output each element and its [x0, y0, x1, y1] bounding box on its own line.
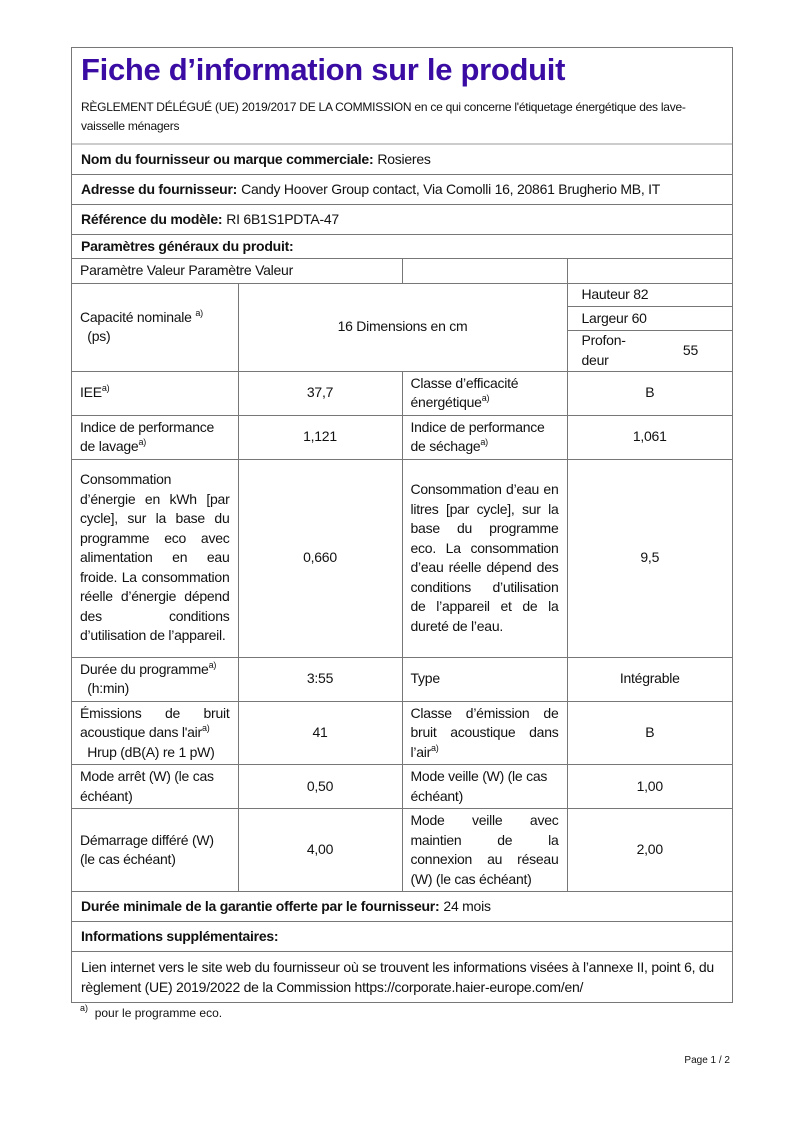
dimensions-cell: Hauteur 82 Largeur 60 Profon-deur 55	[566, 282, 732, 372]
additional-info-heading: Informations supplémentaires:	[81, 928, 279, 944]
address-value: Candy Hoover Group contact, Via Comolli …	[241, 181, 661, 197]
param-value: 16 Dimensions en cm	[237, 282, 568, 372]
param-value: 0,660	[237, 458, 403, 658]
param-value: 1,061	[566, 414, 732, 460]
table-row: Démarrage différé (W) (le cas échéant) 4…	[72, 808, 732, 892]
width-value: Largeur 60	[567, 306, 732, 331]
param-value: 41	[237, 700, 403, 765]
param-value: Intégrable	[566, 656, 732, 702]
param-value: 1,00	[566, 764, 732, 809]
table-row: Durée du programmea) (h:min) 3:55 Type I…	[72, 656, 732, 702]
param-value: 1,121	[237, 414, 403, 460]
general-params-row: Paramètres généraux du produit:	[72, 235, 732, 259]
table-row: Indice de performance de lavagea) 1,121 …	[72, 414, 732, 460]
param-value: 2,00	[566, 808, 732, 892]
param-label: Type	[401, 656, 568, 702]
param-value: 4,00	[237, 808, 403, 892]
footnote-mark: a)	[80, 1003, 89, 1013]
parameters-table: Paramètre Valeur Paramètre Valeur Capaci…	[72, 259, 732, 892]
warranty-row: Durée minimale de la garantie offerte pa…	[72, 892, 732, 922]
param-label: Émissions de bruit acoustique dans l'air…	[72, 700, 239, 765]
address-row: Adresse du fournisseur: Candy Hoover Grou…	[72, 175, 732, 205]
footnote: a) pour le programme eco.	[80, 1003, 802, 1021]
table-header: Paramètre Valeur Paramètre Valeur	[72, 259, 403, 284]
footnote-text: pour le programme eco.	[94, 1006, 223, 1020]
regulation-text: RÈGLEMENT DÉLÉGUÉ (UE) 2019/2017 DE LA C…	[72, 94, 732, 145]
param-label: Classe d’efficacité énergétiquea)	[401, 370, 568, 416]
param-value: 0,50	[237, 764, 403, 809]
model-value: RI 6B1S1PDTA-47	[226, 211, 339, 227]
param-label: Durée du programmea) (h:min)	[72, 656, 239, 702]
table-row: Consommation d’énergie en kWh [par cycle…	[72, 458, 732, 658]
param-value: B	[566, 700, 732, 765]
table-row: Capacité nominale a) (ps) 16 Dimensions …	[72, 282, 732, 372]
supplier-label: Nom du fournisseur ou marque commerciale…	[81, 151, 374, 167]
param-label: Consommation d’eau en litres [par cycle]…	[401, 458, 568, 658]
param-value: B	[566, 370, 732, 416]
param-label: Capacité nominale a) (ps)	[72, 282, 239, 372]
param-value: 37,7	[237, 370, 403, 416]
table-header-row: Paramètre Valeur Paramètre Valeur	[72, 259, 732, 284]
supplier-value: Rosieres	[377, 151, 431, 167]
param-label: Démarrage différé (W) (le cas échéant)	[72, 808, 239, 892]
param-label: Indice de performance de séchagea)	[401, 414, 568, 460]
warranty-value: 24 mois	[443, 898, 491, 914]
param-label: Consommation d’énergie en kWh [par cycle…	[72, 458, 239, 658]
address-label: Adresse du fournisseur:	[81, 181, 238, 197]
supplier-link-row: Lien internet vers le site web du fourni…	[72, 952, 732, 1003]
table-row: Mode arrêt (W) (le cas échéant) 0,50 Mod…	[72, 764, 732, 809]
model-row: Référence du modèle: RI 6B1S1PDTA-47	[72, 205, 732, 235]
param-label: Classe d’émission de bruit acoustique da…	[401, 700, 568, 765]
model-label: Référence du modèle:	[81, 211, 223, 227]
param-label: Mode veille (W) (le cas échéant)	[401, 764, 568, 809]
table-row: Émissions de bruit acoustique dans l'air…	[72, 700, 732, 765]
param-label: Mode veille avec maintien de la connexio…	[401, 808, 568, 892]
supplier-link-text[interactable]: Lien internet vers le site web du fourni…	[81, 959, 714, 995]
param-value: 3:55	[237, 656, 403, 702]
table-row: IEEa) 37,7 Classe d’efficacité énergétiq…	[72, 370, 732, 416]
param-value: 9,5	[566, 458, 732, 658]
page-title: Fiche d’information sur le produit	[81, 52, 566, 87]
supplier-row: Nom du fournisseur ou marque commerciale…	[72, 145, 732, 175]
general-params-heading: Paramètres généraux du produit:	[81, 238, 294, 254]
param-label: IEEa)	[72, 370, 239, 416]
warranty-label: Durée minimale de la garantie offerte pa…	[81, 898, 440, 914]
depth-value: Profon-deur 55	[567, 330, 732, 371]
height-value: Hauteur 82	[567, 283, 732, 307]
additional-info-row: Informations supplémentaires:	[72, 922, 732, 952]
param-label: Mode arrêt (W) (le cas échéant)	[72, 764, 239, 809]
page-number: Page 1 / 2	[684, 1055, 730, 1066]
param-label: Indice de performance de lavagea)	[72, 414, 239, 460]
product-information-sheet: Fiche d’information sur le produit RÈGLE…	[71, 47, 733, 1003]
